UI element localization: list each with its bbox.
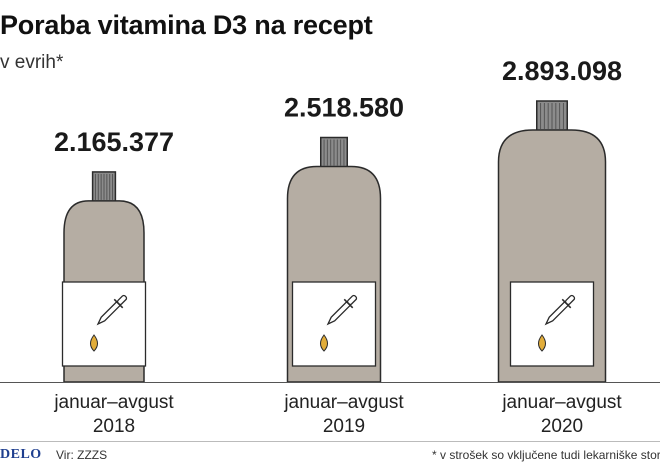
value-label-2: 2.518.580 [284,93,404,123]
footer-divider [0,441,660,442]
category-label-year: 2020 [541,416,583,437]
category-label-period: januar–avgust [501,392,622,413]
bottle-chart: januar–avgust 2018 2.165.377 januar–avgust 2… [53,56,622,437]
dropper-tube [96,301,121,326]
value-label-3: 2.893.098 [502,56,622,86]
value-label-1: 2.165.377 [54,127,174,157]
chart-baseline [0,382,660,383]
dropper-icon [544,294,576,326]
dropper-collar [343,298,354,309]
bottle-label [509,281,595,367]
footnote-text: * v strošek so vključene tudi lekarniške… [432,448,660,462]
dropper-icon [326,294,358,326]
category-label-year: 2019 [323,416,365,437]
dropper-collar [113,298,124,309]
oil-drop-icon [320,334,328,352]
category-label-period: januar–avgust [53,392,174,413]
chart-title: Poraba vitamina D3 na recept [0,10,373,40]
dropper-collar [561,298,572,309]
dropper-tube [544,301,569,326]
dropper-icon [96,294,128,326]
oil-drop-icon [538,334,546,352]
delo-logo: DELO [0,447,42,462]
footer: DELO Vir: ZZZS * v strošek so vključene … [0,444,660,468]
bottle-1: januar–avgust 2018 [53,171,174,437]
category-label-period: januar–avgust [283,392,404,413]
oil-drop-icon [90,334,98,352]
chart-subtitle: v evrih* [0,52,64,73]
bottle-3: januar–avgust 2020 [497,100,622,437]
bottle-label [291,281,377,367]
source-text: Vir: ZZZS [56,448,108,462]
dropper-tube [326,301,351,326]
bottle-2: januar–avgust 2019 [283,136,404,437]
bottle-label [61,281,147,367]
category-label-year: 2018 [93,416,135,437]
